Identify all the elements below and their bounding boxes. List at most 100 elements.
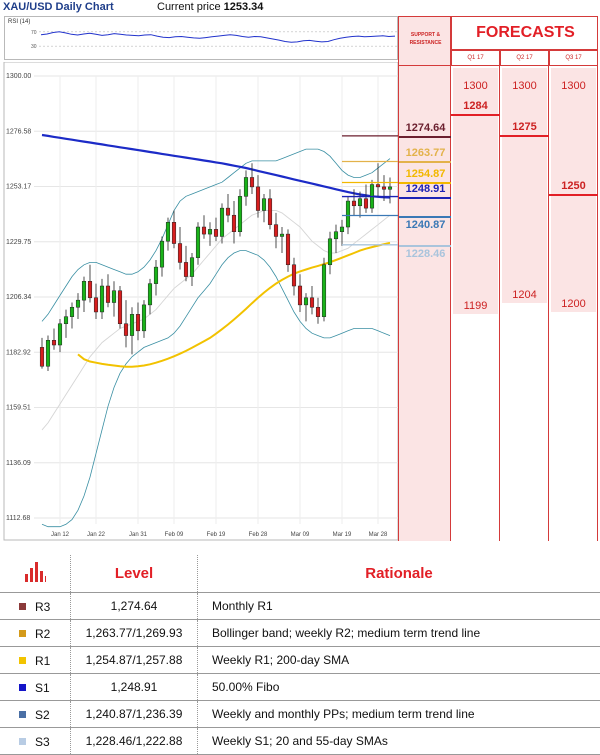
level-value-cell: 1,240.87/1,236.39 [71, 701, 198, 728]
y-tick-label: 1229.75 [6, 239, 31, 246]
rsi-tick-label: 30 [31, 44, 37, 50]
level-value-label: 1248.91 [399, 183, 452, 195]
rationale-cell: Monthly R1 [198, 593, 600, 620]
y-tick-label: 1206.34 [6, 294, 31, 301]
candle-body [64, 317, 68, 324]
candle-body [244, 177, 248, 196]
level-value-cell: 1,228.46/1,222.88 [71, 728, 198, 755]
y-tick-label: 1300.00 [6, 73, 31, 80]
candle-body [148, 284, 152, 305]
rationale-cell: 50.00% Fibo [198, 674, 600, 701]
candle-body [280, 234, 284, 236]
candle-body [82, 281, 86, 300]
candle-body [226, 208, 230, 215]
level-name-cell: S1 [0, 674, 71, 701]
current-price-text: Current price 1253.34 [157, 1, 263, 13]
level-name-cell: R3 [0, 593, 71, 620]
forecast-median-line [500, 135, 549, 137]
candle-body [286, 234, 290, 265]
forecast-column-q2: 1300 1275 1204 [500, 66, 549, 541]
candle-body [184, 262, 188, 276]
candle-body [196, 227, 200, 258]
level-value-cell: 1,263.77/1,269.93 [71, 620, 198, 647]
candle-body [106, 286, 110, 303]
candle-body [268, 199, 272, 225]
rsi-line [41, 32, 395, 42]
candle-body [298, 286, 302, 305]
forecasts-header: FORECASTS [451, 16, 598, 50]
forecast-median: 1284 [451, 100, 500, 112]
table-row: R3 1,274.64 Monthly R1 [0, 593, 600, 620]
levels-table: Level Rationale R3 1,274.64 Monthly R1 R… [0, 555, 600, 755]
level-marker-line [399, 197, 452, 199]
forecast-column-q3: 1300 1250 1200 [549, 66, 598, 541]
x-tick-label: Mar 09 [291, 532, 310, 538]
candle-body [124, 324, 128, 336]
level-value-label: 1228.46 [399, 248, 452, 260]
candle-body [388, 187, 392, 189]
candle-body [346, 201, 350, 227]
forecast-median: 1275 [500, 121, 549, 133]
candle-body [232, 215, 236, 232]
quarter-header-q3: Q3 17 [549, 50, 598, 66]
level-name-cell: R2 [0, 620, 71, 647]
candle-body [358, 199, 362, 206]
level-marker-line [399, 136, 452, 138]
current-price-value: 1253.34 [224, 1, 264, 13]
y-tick-label: 1253.17 [6, 184, 31, 191]
x-tick-label: Feb 19 [207, 532, 226, 538]
candle-body [274, 225, 278, 237]
level-swatch [19, 684, 26, 691]
candle-body [70, 307, 74, 316]
x-tick-label: Mar 19 [333, 532, 352, 538]
candle-body [382, 187, 386, 189]
forecast-low: 1204 [500, 289, 549, 301]
forecast-low: 1200 [549, 298, 598, 310]
candle-body [112, 291, 116, 303]
current-price-label: Current price [157, 1, 221, 13]
forecast-median-line [451, 114, 500, 116]
forecast-column-q1: 1300 1284 1199 [451, 66, 500, 541]
rationale-cell: Weekly and monthly PPs; medium term tren… [198, 701, 600, 728]
plot-frame [4, 62, 398, 540]
x-tick-label: Jan 31 [129, 532, 148, 538]
candle-body [160, 241, 164, 267]
level-swatch [19, 711, 26, 718]
candle-body [316, 307, 320, 316]
level-value-cell: 1,254.87/1,257.88 [71, 647, 198, 674]
candle-body [208, 229, 212, 234]
level-swatch [19, 657, 26, 664]
candle-body [130, 314, 134, 335]
forecasts-title: FORECASTS [452, 24, 599, 42]
level-name-cell: S2 [0, 701, 71, 728]
candle-body [262, 199, 266, 211]
level-marker-line [399, 245, 452, 247]
candle-body [220, 208, 224, 236]
candle-body [364, 199, 368, 208]
candle-body [310, 298, 314, 307]
level-marker-line [399, 161, 452, 163]
level-value-label: 1240.87 [399, 219, 452, 231]
rationale-cell: Bollinger band; weekly R2; medium term t… [198, 620, 600, 647]
x-tick-label: Jan 12 [51, 532, 70, 538]
table-row: R2 1,263.77/1,269.93 Bollinger band; wee… [0, 620, 600, 647]
candle-body [76, 300, 80, 307]
candle-body [256, 187, 260, 211]
y-tick-label: 1276.58 [6, 128, 31, 135]
rationale-cell: Weekly R1; 200-day SMA [198, 647, 600, 674]
table-row: S3 1,228.46/1,222.88 Weekly S1; 20 and 5… [0, 728, 600, 755]
y-tick-label: 1159.51 [6, 405, 31, 412]
price-chart-plot: 1300.001276.581253.171229.751206.341182.… [0, 62, 398, 542]
table-row: S2 1,240.87/1,236.39 Weekly and monthly … [0, 701, 600, 728]
candle-body [340, 227, 344, 232]
candle-body [352, 201, 356, 206]
candle-body [46, 340, 50, 366]
candle-body [88, 281, 92, 298]
x-tick-label: Feb 28 [249, 532, 268, 538]
x-tick-label: Mar 28 [369, 532, 388, 538]
rationale-column-header: Rationale [198, 555, 600, 593]
level-swatch [19, 603, 26, 610]
